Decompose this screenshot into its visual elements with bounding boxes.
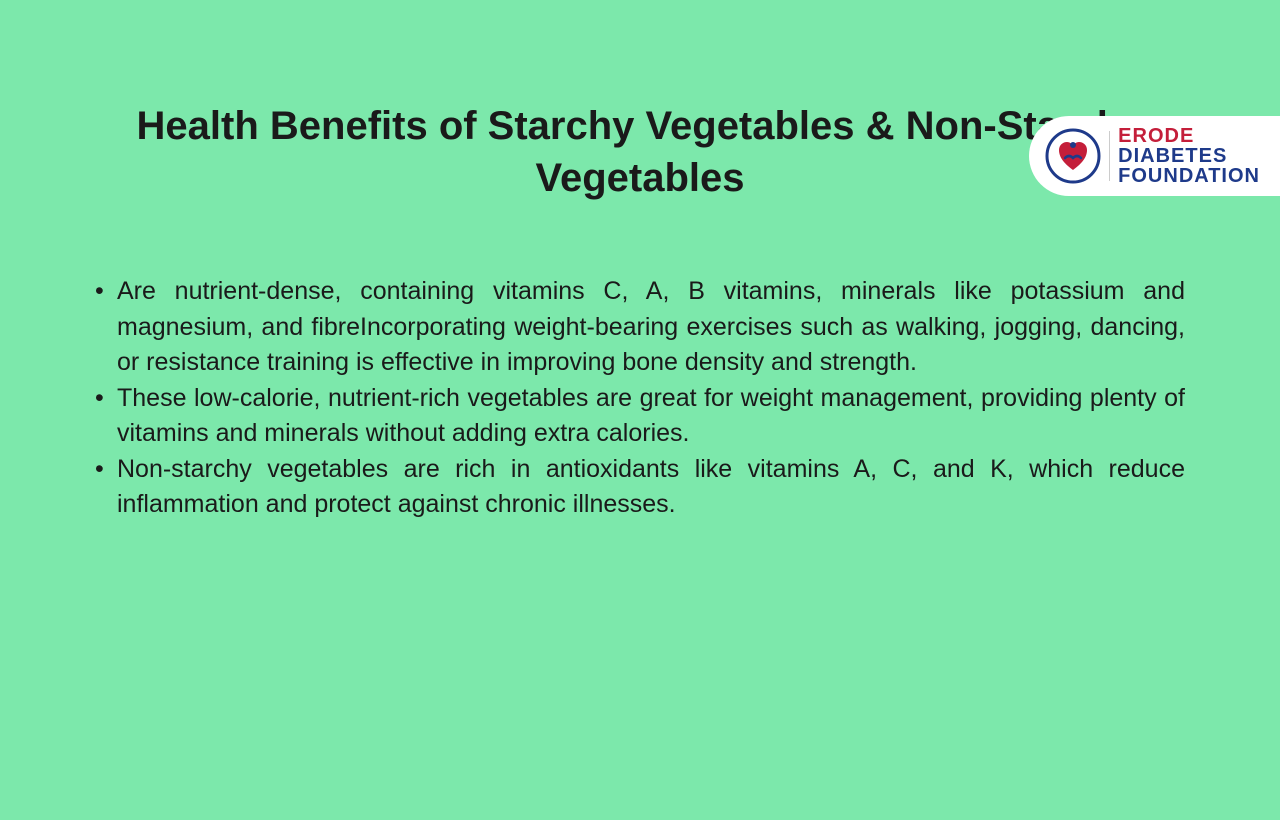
bullet-list: Are nutrient-dense, containing vitamins … [95,274,1185,523]
content-area: Are nutrient-dense, containing vitamins … [0,274,1280,523]
logo-container: ERODE DIABETES FOUNDATION [1029,116,1280,196]
logo-divider [1109,131,1110,181]
bullet-item: These low-calorie, nutrient-rich vegetab… [95,381,1185,452]
logo-text-line3: FOUNDATION [1118,166,1260,186]
logo-heart-icon [1045,128,1101,184]
logo-text-line2: DIABETES [1118,146,1260,166]
logo-text-line1: ERODE [1118,126,1260,146]
logo-text: ERODE DIABETES FOUNDATION [1118,126,1260,186]
bullet-item: Are nutrient-dense, containing vitamins … [95,274,1185,381]
bullet-item: Non-starchy vegetables are rich in antio… [95,452,1185,523]
